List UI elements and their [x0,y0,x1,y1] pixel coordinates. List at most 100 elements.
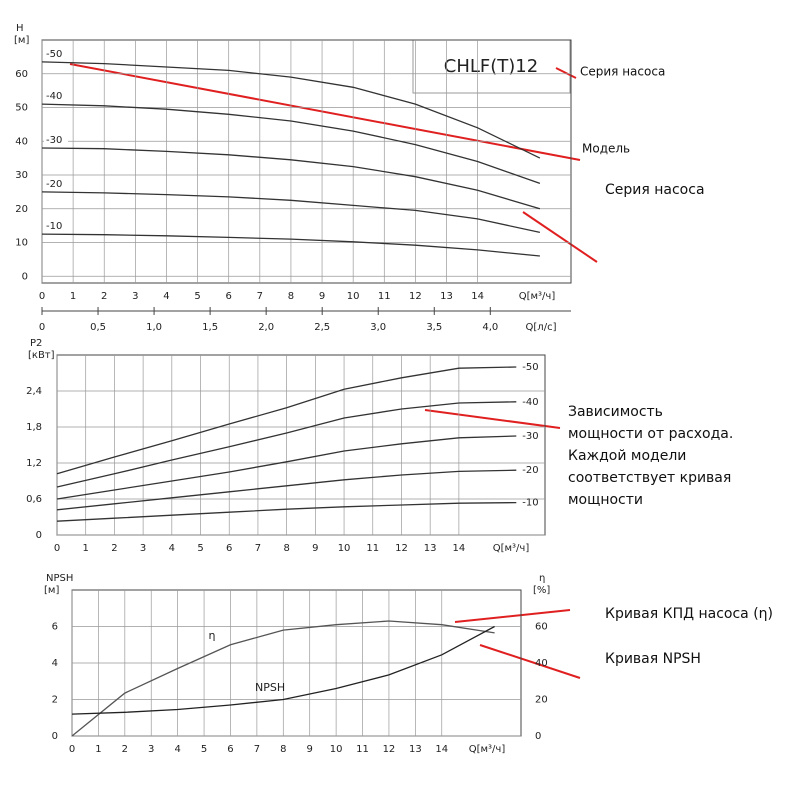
x2-tick-label: 1,5 [202,322,218,333]
pointer [555,67,577,79]
series-line [56,501,517,522]
series-line [41,103,541,185]
x-tick-label: 9 [319,291,325,302]
series-label: -20 [46,179,62,190]
y-axis-label: H [16,23,24,34]
x-tick-label: 0 [69,744,75,755]
x-tick-label: 9 [307,744,313,755]
y-tick-label: 30 [15,170,28,181]
x-tick-label: 0 [39,291,45,302]
y2-axis-label: η [539,573,545,584]
y2-tick-label: 40 [535,658,548,669]
x-tick-label: 0 [54,543,60,554]
x2-tick-label: 2,0 [258,322,274,333]
series-label: η [208,629,215,642]
y-tick-label: 10 [15,238,28,249]
x-tick-label: 1 [70,291,76,302]
x-tick-label: 8 [283,543,289,554]
x-tick-label: 6 [227,744,233,755]
x2-axis-label: Q[л/с] [526,322,557,333]
x-axis-label: Q[м³/ч] [493,543,530,554]
x-tick-label: 12 [409,291,422,302]
x-tick-label: 10 [347,291,360,302]
series-line [71,625,495,715]
note: Кривая КПД насоса (η) [605,606,773,622]
x-tick-label: 14 [453,543,466,554]
x-tick-label: 6 [226,543,232,554]
series-line [41,61,541,159]
y-tick-label: 40 [15,136,28,147]
x-tick-label: 8 [280,744,286,755]
x-axis-label: Q[м³/ч] [469,744,506,755]
pointer [479,644,581,679]
series-label-bg [44,177,68,189]
series-label: -50 [522,362,538,373]
chart-title: CHLF(T)12 [444,56,538,77]
note: Серия насоса [580,65,665,79]
x-tick-label: 4 [174,744,180,755]
annotation-lines [69,63,598,679]
note: Серия насоса [605,182,705,198]
series-line [41,233,540,257]
model-line [69,63,581,161]
x2-tick-label: 3,0 [370,322,386,333]
x-tick-label: 7 [254,744,260,755]
y-tick-label: 1,2 [26,458,42,469]
x-tick-label: 1 [95,744,101,755]
x-tick-label: 4 [169,543,175,554]
series-line [41,191,541,234]
series-label: NPSH [255,681,285,694]
y2-axis-unit: [%] [533,585,550,596]
y-tick-label: 60 [15,69,28,80]
note: мощности [568,492,643,508]
series-label: -30 [46,135,62,146]
x-axis-label: Q[м³/ч] [519,291,556,302]
note: Кривая NPSH [605,651,701,667]
x-tick-label: 5 [197,543,203,554]
x-tick-label: 6 [226,291,232,302]
series-line [41,147,541,210]
pointer [454,609,571,623]
x2-tick-label: 2,5 [314,322,330,333]
series-label: -20 [522,465,538,476]
note: Каждой модели [568,448,686,464]
y-tick-label: 0 [36,530,42,541]
x-tick-label: 8 [288,291,294,302]
y-tick-label: 50 [15,103,28,114]
y2-tick-label: 60 [535,622,548,633]
y-tick-label: 0 [22,271,28,282]
x-tick-label: 2 [122,744,128,755]
x2-tick-label: 0,5 [90,322,106,333]
x-tick-label: 1 [83,543,89,554]
x-tick-label: 12 [383,744,396,755]
x-tick-label: 13 [409,744,422,755]
y-tick-label: 2,4 [26,386,42,397]
y-tick-label: 2 [52,695,58,706]
note: Модель [582,142,630,156]
note: Зависимость [568,404,663,420]
y-tick-label: 0,6 [26,494,42,505]
y-axis-unit: [м] [44,585,59,596]
x-tick-label: 13 [440,291,453,302]
x-tick-label: 14 [435,744,448,755]
note: соответствует кривая [568,470,731,486]
series-label-bg [44,220,68,232]
x-tick-label: 7 [255,543,261,554]
series-line [56,401,517,488]
x-tick-label: 3 [148,744,154,755]
series-label-bg [44,90,68,102]
note: мощности от расхода. [568,426,733,442]
pointer [522,211,598,263]
x-tick-label: 5 [194,291,200,302]
x-tick-label: 11 [378,291,391,302]
y-tick-label: 20 [15,204,28,215]
x2-tick-label: 4,0 [482,322,498,333]
x2-tick-label: 0 [39,322,45,333]
x-tick-label: 9 [312,543,318,554]
x-tick-label: 11 [366,543,379,554]
series-label: -50 [46,49,62,60]
y-axis-label: P2 [30,338,42,349]
series-line [56,366,517,475]
x2-tick-label: 1,0 [146,322,162,333]
